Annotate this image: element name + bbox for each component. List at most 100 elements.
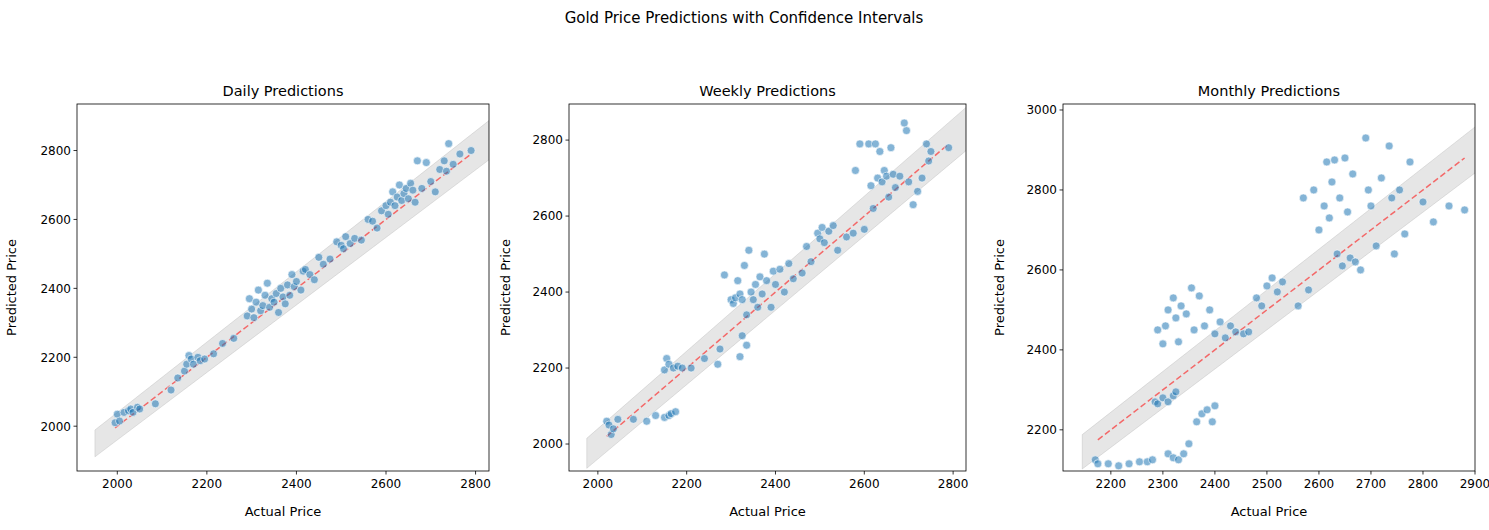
y-tick-label: 2800 — [1026, 183, 1057, 197]
scatter-point — [1351, 258, 1359, 266]
y-tick — [1060, 109, 1064, 110]
scatter-point — [342, 233, 350, 241]
x-tick — [1370, 471, 1371, 475]
scatter-point — [1390, 250, 1398, 258]
scatter-point — [1273, 288, 1281, 296]
y-tick — [566, 292, 570, 293]
scatter-point — [440, 157, 448, 165]
scatter-point — [1299, 194, 1307, 202]
scatter-point — [776, 265, 784, 273]
y-tick-label: 2000 — [40, 420, 71, 434]
y-tick-label: 2000 — [532, 437, 563, 451]
scatter-point — [738, 332, 746, 340]
y-tick-label: 2800 — [532, 133, 563, 147]
scatter-point — [230, 334, 238, 342]
scatter-point — [1115, 462, 1123, 470]
confidence-band — [1082, 119, 1475, 469]
y-tick — [1060, 349, 1064, 350]
scatter-point — [1333, 250, 1341, 258]
scatter-point — [1258, 302, 1266, 310]
scatter-point — [326, 255, 334, 263]
scatter-point — [422, 159, 430, 167]
scatter-point — [1164, 306, 1172, 314]
figure-title: Gold Price Predictions with Confidence I… — [565, 9, 924, 27]
scatter-point — [315, 253, 323, 261]
scatter-point — [248, 305, 256, 313]
x-tick — [206, 471, 207, 475]
scatter-point — [292, 277, 300, 285]
scatter-point — [357, 236, 365, 244]
scatter-point — [1154, 326, 1162, 334]
scatter-point — [876, 147, 884, 155]
x-tick — [1475, 471, 1476, 475]
scatter-point — [431, 188, 439, 196]
y-axis-label: Predicted Price — [498, 239, 513, 336]
scatter-point — [409, 186, 417, 194]
scatter-point — [1328, 178, 1336, 186]
y-tick — [1060, 269, 1064, 270]
scatter-point — [736, 353, 744, 361]
x-tick-label: 2600 — [371, 477, 402, 491]
y-tick — [74, 288, 78, 289]
panel-title: Weekly Predictions — [699, 83, 836, 99]
scatter-point — [789, 275, 797, 283]
scatter-point — [922, 140, 930, 148]
scatter-point — [373, 224, 381, 232]
x-axis-label: Actual Price — [245, 504, 322, 519]
scatter-point — [1305, 286, 1313, 294]
scatter-point — [678, 364, 686, 372]
scatter-point — [1349, 170, 1357, 178]
scatter-point — [1161, 322, 1169, 330]
scatter-point — [136, 405, 144, 413]
scatter-point — [456, 150, 464, 158]
scatter-point — [1190, 326, 1198, 334]
x-tick-label: 2200 — [192, 477, 223, 491]
scatter-point — [369, 217, 377, 225]
chart-root: Gold Price Predictions with Confidence I… — [0, 0, 1489, 530]
scatter-point — [286, 291, 294, 299]
scatter-point — [1268, 274, 1276, 282]
scatter-point — [927, 147, 935, 155]
panel: 2000220024002600280020002200240026002800… — [498, 83, 968, 519]
y-tick-label: 3000 — [1026, 103, 1057, 117]
scatter-point — [763, 277, 771, 285]
scatter-point — [1331, 156, 1339, 164]
scatter-point — [747, 288, 755, 296]
scatter-point — [1232, 328, 1240, 336]
scatter-point — [319, 260, 327, 268]
plot-area — [1082, 119, 1475, 470]
scatter-point — [467, 147, 475, 155]
panel-title: Daily Predictions — [223, 83, 344, 99]
x-axis-label: Actual Price — [1231, 504, 1308, 519]
scatter-point — [167, 386, 175, 394]
scatter-point — [909, 201, 917, 209]
x-tick-label: 2700 — [1356, 477, 1387, 491]
scatter-point — [902, 127, 910, 135]
scatter-point — [1461, 206, 1469, 214]
x-tick — [1266, 471, 1267, 475]
x-tick-label: 2500 — [1252, 477, 1283, 491]
y-tick-label: 2400 — [1026, 343, 1057, 357]
scatter-point — [807, 258, 815, 266]
y-axis-label: Predicted Price — [992, 239, 1007, 336]
x-tick — [296, 471, 297, 475]
y-tick — [566, 444, 570, 445]
scatter-point — [716, 345, 724, 353]
scatter-point — [643, 417, 651, 425]
y-tick-label: 2800 — [40, 144, 71, 158]
scatter-point — [1362, 134, 1370, 142]
scatter-point — [1336, 194, 1344, 202]
scatter-point — [869, 204, 877, 212]
scatter-point — [745, 246, 753, 254]
scatter-point — [849, 229, 857, 237]
scatter-point — [1320, 202, 1328, 210]
y-axis-label: Predicted Price — [4, 239, 19, 336]
scatter-point — [820, 239, 828, 247]
scatter-point — [1172, 388, 1180, 396]
scatter-point — [851, 166, 859, 174]
axes-frame — [569, 104, 966, 471]
scatter-point — [687, 364, 695, 372]
scatter-point — [609, 425, 617, 433]
scatter-point — [1341, 154, 1349, 162]
scatter-point — [288, 271, 296, 279]
